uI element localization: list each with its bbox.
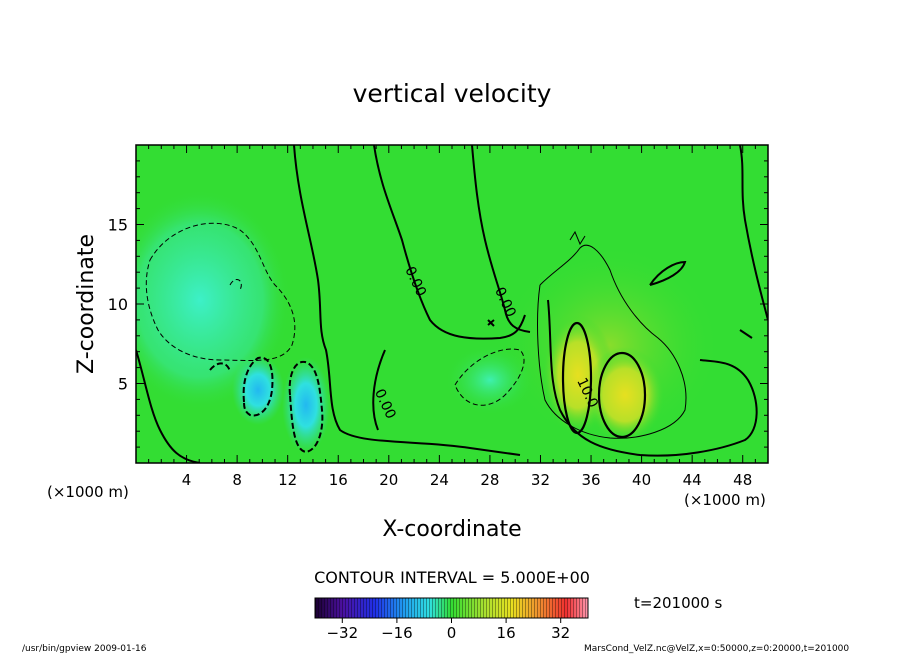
- updraft-shading: [585, 347, 665, 443]
- zero-contour-line: [293, 145, 521, 456]
- colorbar-tick-label: −32: [326, 624, 358, 642]
- updraft-contour: [561, 321, 593, 435]
- x-tick-label: 40: [632, 471, 651, 489]
- zero-contour-line: [373, 145, 526, 340]
- x-axis: 4 8 12 16 20 24 28 32 36 40 44 48: [148, 145, 756, 489]
- negative-contour-line: [454, 348, 525, 406]
- negative-contours: [145, 222, 525, 406]
- zero-contour-line: [487, 319, 495, 327]
- x-tick-label: 16: [329, 471, 348, 489]
- zero-contour-line: [739, 145, 768, 321]
- x-tick-label: 32: [531, 471, 550, 489]
- zero-contour-line: [547, 299, 758, 457]
- x-units-left: (×1000 m): [47, 483, 129, 501]
- x-tick-label: 20: [379, 471, 398, 489]
- x-axis-title: X-coordinate: [382, 517, 521, 542]
- downdraft-shading: [282, 357, 330, 453]
- colorbar-tick-label: −16: [381, 624, 413, 642]
- downdraft-contours: [209, 356, 324, 454]
- y-tick-label: 10: [108, 295, 128, 314]
- colorbar-stripes: [315, 598, 588, 618]
- zero-contours: [136, 145, 768, 463]
- y-axis-title: Z-coordinate: [74, 234, 99, 374]
- colorbar: −32 −16 0 16 32: [314, 597, 589, 642]
- downdraft-contour: [209, 362, 231, 373]
- x-tick-label: 44: [683, 471, 702, 489]
- x-tick-label: 36: [581, 471, 600, 489]
- colorbar-tick-label: 16: [497, 624, 516, 642]
- y-axis: 5 10 15: [108, 160, 768, 448]
- x-tick-label: 24: [430, 471, 449, 489]
- zero-contour-line: [739, 329, 753, 339]
- x-tick-label: 4: [182, 471, 192, 489]
- chart-title: vertical velocity: [353, 79, 552, 108]
- negative-contour-line: [145, 222, 296, 362]
- updraft-10-contours: [561, 321, 647, 439]
- x-units-right: (×1000 m): [684, 491, 766, 509]
- colorbar-tick-label: 32: [551, 624, 570, 642]
- y-tick-label: 5: [118, 375, 128, 394]
- zero-contour-line: [136, 349, 201, 463]
- positive-contour-line: [537, 244, 687, 439]
- x-tick-label: 8: [232, 471, 242, 489]
- zero-contour-line: [649, 260, 687, 286]
- time-label: t=201000 s: [634, 594, 722, 612]
- contour-interval: CONTOUR INTERVAL = 5.000E+00: [314, 568, 590, 587]
- positive-contours: [537, 230, 687, 439]
- updraft-contour: [597, 351, 647, 439]
- downdraft-contour: [242, 356, 274, 417]
- x-tick-label: 12: [278, 471, 297, 489]
- weak-downdraft-shading: [136, 190, 290, 410]
- colorbar-ticks: −32 −16 0 16 32: [326, 618, 570, 642]
- footer-source: MarsCond_VelZ.nc@VelZ,x=0:50000,z=0:2000…: [584, 644, 849, 654]
- colorbar-tick-label: 0: [447, 624, 457, 642]
- x-tick-label: 48: [733, 471, 752, 489]
- plot-area: 0.000.000.00 10.0: [136, 145, 768, 463]
- x-tick-label: 28: [480, 471, 499, 489]
- y-tick-label: 15: [108, 216, 128, 235]
- downdraft-contour: [288, 360, 324, 454]
- zero-contour-line: [372, 349, 386, 431]
- negative-contour-line: [229, 279, 242, 291]
- footer-program: /usr/bin/gpview 2009-01-16: [22, 644, 147, 654]
- positive-contour-line: [569, 230, 586, 246]
- zero-contour-line: [471, 145, 531, 333]
